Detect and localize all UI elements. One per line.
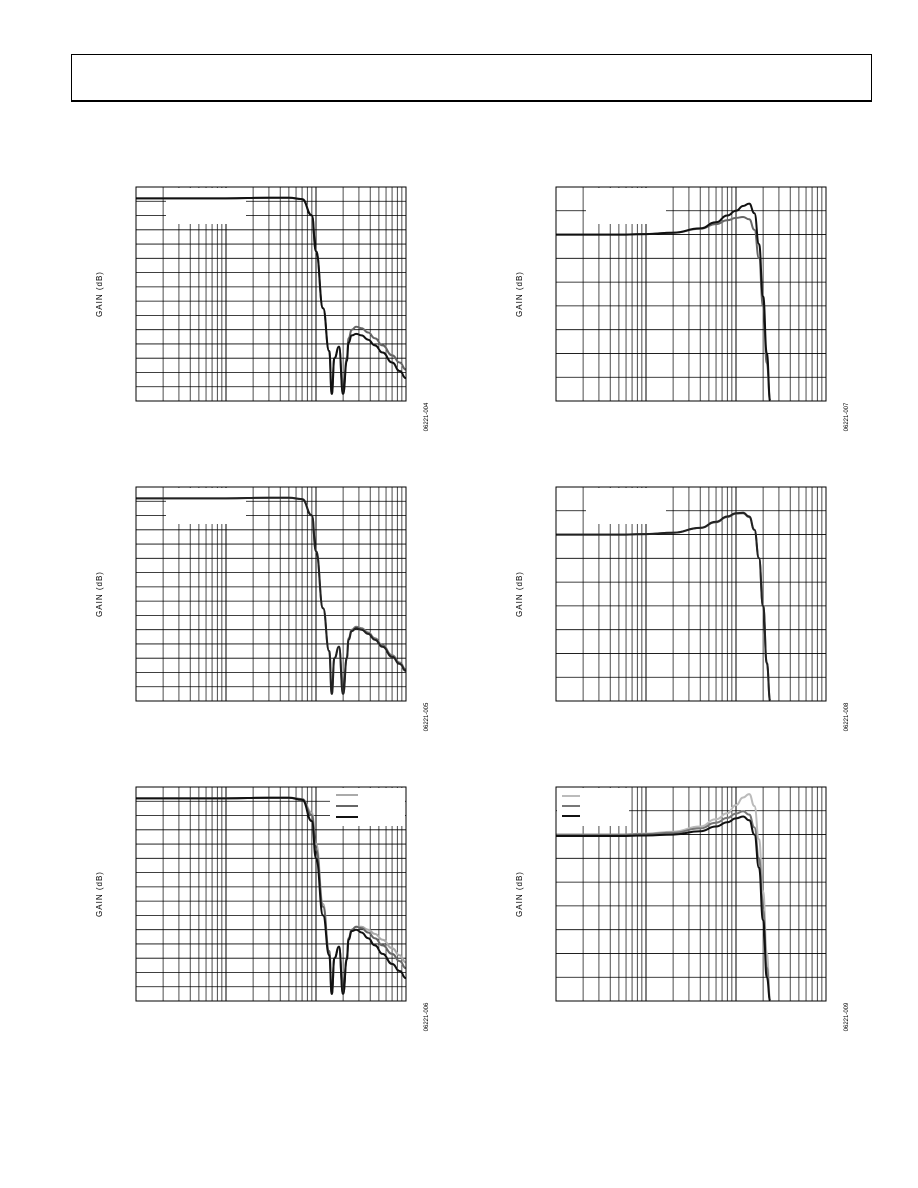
legend-box — [166, 188, 246, 224]
series-line-2 — [556, 202, 772, 401]
series-line-1 — [136, 196, 406, 395]
chart-fig-004: GAIN (dB) 06221-004 — [95, 186, 430, 431]
legend-box — [586, 188, 666, 224]
chart-fig-007: GAIN (dB) 06221-007 — [515, 186, 850, 431]
series-line-2 — [136, 796, 406, 995]
figure-code: 06221-006 — [424, 1002, 430, 1031]
series-line-1 — [136, 496, 406, 695]
figure-code: 06221-005 — [424, 702, 430, 731]
y-axis-label: GAIN (dB) — [515, 271, 524, 317]
plot-frame — [135, 186, 407, 402]
series-line-1 — [556, 512, 772, 701]
series-line-1 — [136, 796, 406, 995]
y-axis-label: GAIN (dB) — [95, 571, 104, 617]
plot-frame — [555, 186, 827, 402]
gridlines — [136, 487, 406, 701]
figure-code: 06221-007 — [844, 402, 850, 431]
plot-frame — [555, 486, 827, 702]
series-line-2 — [136, 496, 406, 695]
plot-frame — [135, 786, 407, 1002]
series-line-1 — [556, 215, 772, 401]
legend-box — [586, 488, 666, 524]
y-axis-label: GAIN (dB) — [515, 571, 524, 617]
plot-frame — [135, 486, 407, 702]
series-line-2 — [136, 196, 406, 395]
chart-fig-008: GAIN (dB) 06221-008 — [515, 486, 850, 731]
figure-code: 06221-008 — [844, 702, 850, 731]
figure-code: 06221-009 — [844, 1002, 850, 1031]
series-line-3 — [136, 796, 406, 995]
legend-box — [166, 488, 246, 524]
page-header-box — [71, 54, 872, 102]
y-axis-label: GAIN (dB) — [515, 871, 524, 917]
plot-frame — [555, 786, 827, 1002]
chart-fig-006: GAIN (dB) 06221-006 — [95, 786, 430, 1031]
figure-code: 06221-004 — [424, 402, 430, 431]
y-axis-label: GAIN (dB) — [95, 871, 104, 917]
y-axis-label: GAIN (dB) — [95, 271, 104, 317]
chart-fig-009: GAIN (dB) 06221-009 — [515, 786, 850, 1031]
chart-fig-005: GAIN (dB) 06221-005 — [95, 486, 430, 731]
series-line-3 — [556, 815, 772, 1001]
series-line-2 — [556, 511, 772, 701]
